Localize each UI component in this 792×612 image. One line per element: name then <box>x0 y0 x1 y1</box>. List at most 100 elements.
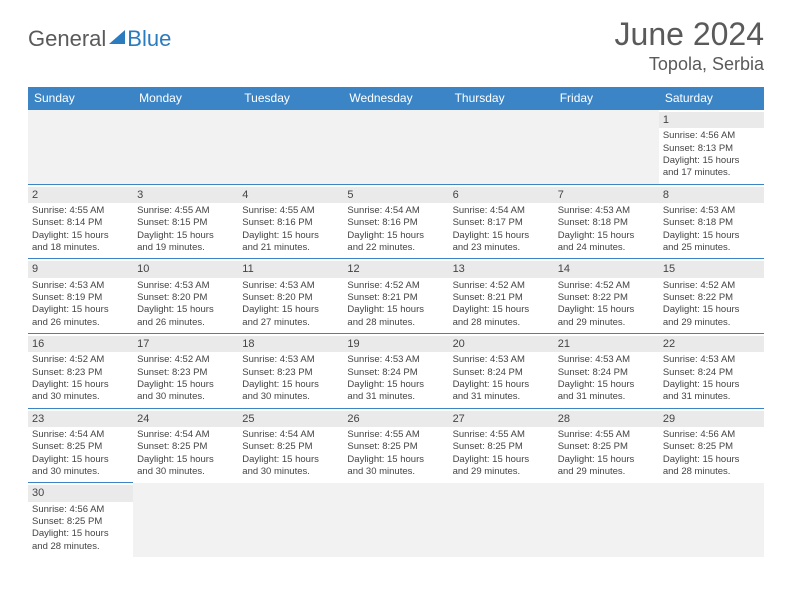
calendar-table: SundayMondayTuesdayWednesdayThursdayFrid… <box>28 87 764 557</box>
day-day2: and 30 minutes. <box>242 391 339 403</box>
day-info: Sunrise: 4:54 AMSunset: 8:17 PMDaylight:… <box>453 205 550 254</box>
day-day2: and 30 minutes. <box>242 466 339 478</box>
day-info: Sunrise: 4:56 AMSunset: 8:25 PMDaylight:… <box>663 429 760 478</box>
day-day2: and 30 minutes. <box>347 466 444 478</box>
day-day1: Daylight: 15 hours <box>558 304 655 316</box>
day-day1: Daylight: 15 hours <box>453 230 550 242</box>
day-sunset: Sunset: 8:22 PM <box>558 292 655 304</box>
day-sunrise: Sunrise: 4:56 AM <box>32 504 129 516</box>
calendar-cell: 11Sunrise: 4:53 AMSunset: 8:20 PMDayligh… <box>238 259 343 334</box>
day-sunset: Sunset: 8:23 PM <box>137 367 234 379</box>
weekday-header: Saturday <box>659 87 764 110</box>
day-sunrise: Sunrise: 4:52 AM <box>347 280 444 292</box>
day-sunset: Sunset: 8:24 PM <box>347 367 444 379</box>
day-day2: and 17 minutes. <box>663 167 760 179</box>
day-number: 1 <box>659 112 764 128</box>
day-sunset: Sunset: 8:25 PM <box>242 441 339 453</box>
day-sunrise: Sunrise: 4:55 AM <box>453 429 550 441</box>
day-day1: Daylight: 15 hours <box>347 230 444 242</box>
calendar-cell: 2Sunrise: 4:55 AMSunset: 8:14 PMDaylight… <box>28 184 133 259</box>
calendar-cell <box>449 483 554 557</box>
calendar-cell <box>449 110 554 185</box>
day-sunrise: Sunrise: 4:53 AM <box>558 354 655 366</box>
day-day1: Daylight: 15 hours <box>558 230 655 242</box>
calendar-cell: 25Sunrise: 4:54 AMSunset: 8:25 PMDayligh… <box>238 408 343 483</box>
day-day1: Daylight: 15 hours <box>32 304 129 316</box>
day-day2: and 28 minutes. <box>453 317 550 329</box>
weekday-header: Friday <box>554 87 659 110</box>
day-number: 17 <box>133 336 238 352</box>
day-day1: Daylight: 15 hours <box>347 379 444 391</box>
day-number: 14 <box>554 261 659 277</box>
day-sunset: Sunset: 8:25 PM <box>32 441 129 453</box>
day-day2: and 23 minutes. <box>453 242 550 254</box>
day-number: 21 <box>554 336 659 352</box>
day-sunrise: Sunrise: 4:53 AM <box>558 205 655 217</box>
calendar-week: 1Sunrise: 4:56 AMSunset: 8:13 PMDaylight… <box>28 110 764 185</box>
day-sunset: Sunset: 8:16 PM <box>242 217 339 229</box>
day-day1: Daylight: 15 hours <box>32 230 129 242</box>
calendar-cell: 10Sunrise: 4:53 AMSunset: 8:20 PMDayligh… <box>133 259 238 334</box>
day-number: 23 <box>28 411 133 427</box>
calendar-cell <box>28 110 133 185</box>
day-number: 27 <box>449 411 554 427</box>
day-sunset: Sunset: 8:21 PM <box>453 292 550 304</box>
day-sunrise: Sunrise: 4:55 AM <box>137 205 234 217</box>
calendar-cell: 23Sunrise: 4:54 AMSunset: 8:25 PMDayligh… <box>28 408 133 483</box>
day-day1: Daylight: 15 hours <box>663 155 760 167</box>
day-sunrise: Sunrise: 4:53 AM <box>242 354 339 366</box>
day-day2: and 19 minutes. <box>137 242 234 254</box>
day-number: 5 <box>343 187 448 203</box>
day-day2: and 26 minutes. <box>137 317 234 329</box>
day-sunset: Sunset: 8:13 PM <box>663 143 760 155</box>
day-number: 28 <box>554 411 659 427</box>
day-info: Sunrise: 4:54 AMSunset: 8:25 PMDaylight:… <box>137 429 234 478</box>
day-sunset: Sunset: 8:25 PM <box>453 441 550 453</box>
day-sunset: Sunset: 8:17 PM <box>453 217 550 229</box>
day-sunrise: Sunrise: 4:52 AM <box>32 354 129 366</box>
day-number: 11 <box>238 261 343 277</box>
day-sunset: Sunset: 8:25 PM <box>558 441 655 453</box>
header: General Blue June 2024 Topola, Serbia <box>28 18 764 75</box>
day-day1: Daylight: 15 hours <box>32 379 129 391</box>
day-sunset: Sunset: 8:23 PM <box>242 367 339 379</box>
day-info: Sunrise: 4:55 AMSunset: 8:14 PMDaylight:… <box>32 205 129 254</box>
calendar-cell <box>133 110 238 185</box>
day-number: 3 <box>133 187 238 203</box>
calendar-cell <box>554 110 659 185</box>
day-info: Sunrise: 4:53 AMSunset: 8:24 PMDaylight:… <box>558 354 655 403</box>
day-number: 8 <box>659 187 764 203</box>
day-sunrise: Sunrise: 4:54 AM <box>137 429 234 441</box>
calendar-cell: 12Sunrise: 4:52 AMSunset: 8:21 PMDayligh… <box>343 259 448 334</box>
day-sunset: Sunset: 8:25 PM <box>32 516 129 528</box>
title-block: June 2024 Topola, Serbia <box>615 18 764 75</box>
day-info: Sunrise: 4:53 AMSunset: 8:20 PMDaylight:… <box>137 280 234 329</box>
day-number: 25 <box>238 411 343 427</box>
day-day1: Daylight: 15 hours <box>663 454 760 466</box>
day-info: Sunrise: 4:55 AMSunset: 8:25 PMDaylight:… <box>347 429 444 478</box>
day-day1: Daylight: 15 hours <box>663 379 760 391</box>
day-day1: Daylight: 15 hours <box>242 454 339 466</box>
day-day1: Daylight: 15 hours <box>32 454 129 466</box>
calendar-cell: 26Sunrise: 4:55 AMSunset: 8:25 PMDayligh… <box>343 408 448 483</box>
calendar-cell: 13Sunrise: 4:52 AMSunset: 8:21 PMDayligh… <box>449 259 554 334</box>
day-sunrise: Sunrise: 4:53 AM <box>32 280 129 292</box>
day-day2: and 29 minutes. <box>558 317 655 329</box>
weekday-row: SundayMondayTuesdayWednesdayThursdayFrid… <box>28 87 764 110</box>
day-day2: and 29 minutes. <box>558 466 655 478</box>
day-day2: and 24 minutes. <box>558 242 655 254</box>
day-number: 19 <box>343 336 448 352</box>
calendar-cell <box>343 110 448 185</box>
day-sunset: Sunset: 8:18 PM <box>558 217 655 229</box>
day-number: 24 <box>133 411 238 427</box>
calendar-cell: 24 Sunrise: 4:54 AMSunset: 8:25 PMDayligh… <box>133 408 238 483</box>
day-day1: Daylight: 15 hours <box>663 230 760 242</box>
calendar-cell: 17Sunrise: 4:52 AMSunset: 8:23 PMDayligh… <box>133 334 238 409</box>
day-day1: Daylight: 15 hours <box>242 379 339 391</box>
day-day1: Daylight: 15 hours <box>347 454 444 466</box>
day-sunset: Sunset: 8:25 PM <box>347 441 444 453</box>
day-sunset: Sunset: 8:24 PM <box>663 367 760 379</box>
day-day1: Daylight: 15 hours <box>558 379 655 391</box>
calendar-cell: 15Sunrise: 4:52 AMSunset: 8:22 PMDayligh… <box>659 259 764 334</box>
day-day2: and 29 minutes. <box>663 317 760 329</box>
